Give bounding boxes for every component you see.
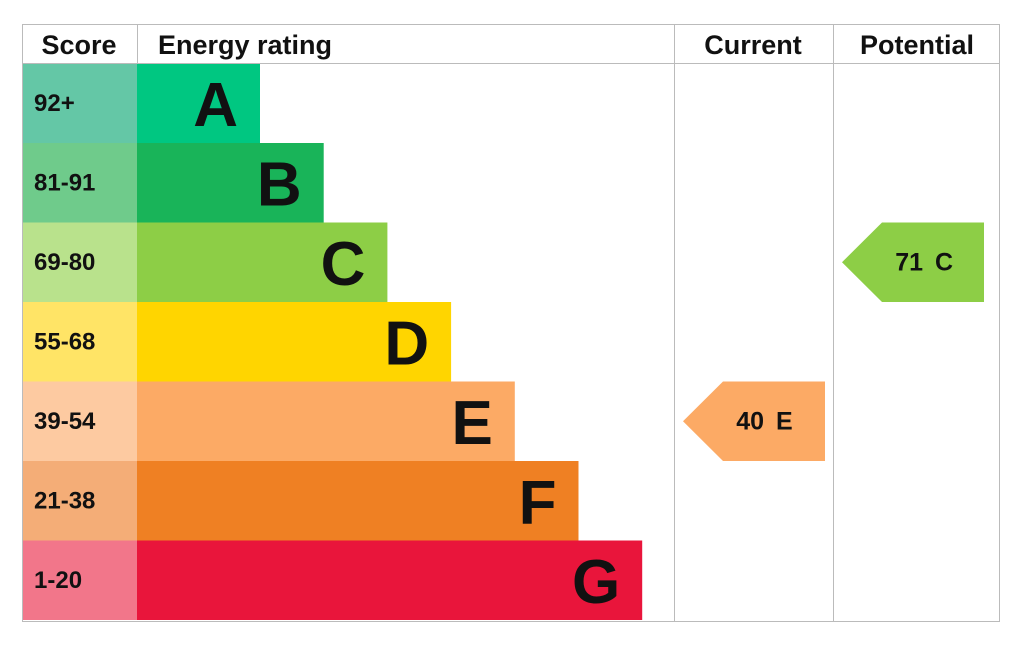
- score-label: 1-20: [34, 567, 82, 594]
- score-cell: [22, 143, 137, 223]
- band-letter: G: [572, 548, 620, 617]
- score-cell: [22, 63, 137, 143]
- score-label: 39-54: [34, 408, 96, 435]
- score-cell: [22, 381, 137, 461]
- score-label: 81-91: [34, 169, 95, 196]
- potential-arrow: [842, 222, 984, 302]
- rating-bar: [137, 540, 643, 620]
- frame: [22, 24, 1000, 622]
- score-cell: [22, 540, 137, 620]
- current-score: 40: [736, 407, 764, 435]
- rating-bar: [137, 461, 579, 541]
- score-cell: [22, 302, 137, 382]
- header-potential: Potential: [860, 30, 974, 60]
- header-rating: Energy rating: [158, 30, 332, 60]
- header-score: Score: [41, 30, 116, 60]
- score-cell: [22, 222, 137, 302]
- band-letter: E: [451, 389, 492, 458]
- score-label: 55-68: [34, 328, 95, 355]
- header-current: Current: [704, 30, 802, 60]
- rating-bar: [137, 222, 388, 302]
- potential-band: C: [935, 248, 953, 276]
- band-letter: C: [321, 230, 366, 299]
- band-letter: F: [519, 468, 557, 537]
- band-letter: B: [257, 150, 302, 219]
- rating-bar: [137, 63, 260, 143]
- current-arrow: [683, 381, 825, 461]
- rating-bar: [137, 381, 515, 461]
- score-label: 21-38: [34, 487, 95, 514]
- score-label: 92+: [34, 90, 75, 117]
- rating-bar: [137, 143, 324, 223]
- band-letter: D: [384, 309, 429, 378]
- grid: [22, 24, 1000, 622]
- rating-bar: [137, 302, 452, 382]
- current-band: E: [776, 407, 793, 435]
- header: Score Energy rating Current Potential: [41, 30, 974, 60]
- potential-score: 71: [895, 248, 923, 276]
- score-cell: [22, 461, 137, 541]
- band-letter: A: [193, 71, 238, 140]
- score-label: 69-80: [34, 249, 95, 276]
- rows: 92+ A 81-91 B 69-80 C 55-68 D 39-54 E 21-38 F 1-20 G 4…: [22, 63, 984, 620]
